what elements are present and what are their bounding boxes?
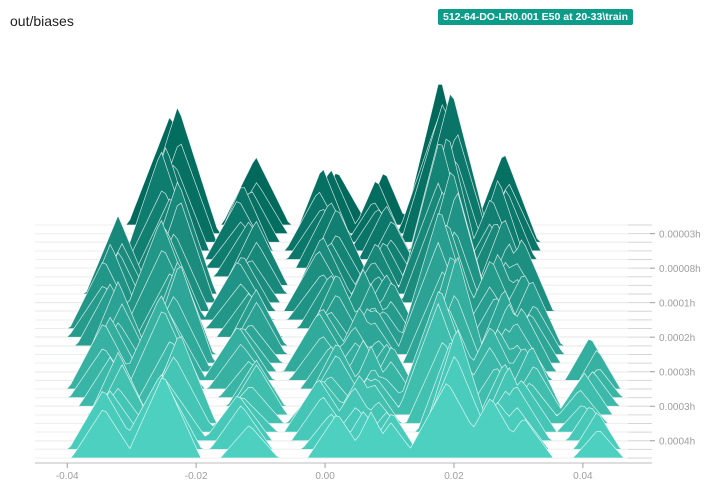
x-tick-label: -0.04 (56, 471, 79, 482)
chart-title: out/biases (10, 13, 74, 29)
x-tick-label: -0.02 (185, 471, 208, 482)
y-axis: 0.00003h 0.00008h 0.0001h 0.0002h 0.0003h 0.0… (650, 230, 701, 448)
x-tick-label: 0.02 (444, 471, 464, 482)
run-badge[interactable]: 512-64-DO-LR0.001 E50 at 20-33\train (438, 9, 634, 25)
y-tick-label: 0.0002h (659, 333, 695, 344)
y-tick-label: 0.0003h (659, 368, 695, 379)
y-tick-label: 0.0001h (659, 299, 695, 310)
x-axis: -0.04 -0.02 0.00 0.02 0.04 (35, 462, 652, 482)
histogram-step (34, 329, 629, 442)
y-tick-label: 0.00008h (659, 264, 701, 275)
x-tick-label: 0.00 (315, 471, 335, 482)
histogram-step (35, 377, 628, 459)
y-tick-label: 0.0004h (659, 437, 695, 448)
histogram-ridges (34, 83, 629, 459)
y-tick-label: 0.0003h (659, 402, 695, 413)
x-tick-label: 0.04 (573, 471, 593, 482)
y-tick-label: 0.00003h (659, 230, 701, 241)
